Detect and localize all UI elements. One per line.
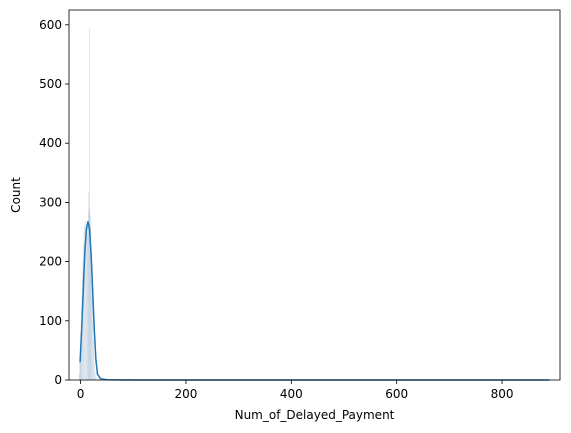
y-tick-label: 500	[39, 77, 62, 91]
y-tick-label: 100	[39, 314, 62, 328]
kde-line	[79, 221, 550, 381]
x-tick-label: 400	[280, 387, 303, 401]
y-axis-label: Count	[9, 177, 23, 213]
y-axis-ticks: 0 100 200 300 400 500 600	[39, 18, 69, 387]
x-tick-label: 0	[77, 387, 85, 401]
x-tick-label: 600	[385, 387, 408, 401]
plot-frame	[68, 9, 561, 381]
x-axis-ticks: 0 200 400 600 800	[77, 380, 514, 401]
y-tick-label: 0	[54, 373, 62, 387]
x-tick-label: 800	[491, 387, 514, 401]
x-tick-label: 200	[175, 387, 198, 401]
histogram-bar	[95, 376, 96, 381]
y-tick-label: 300	[39, 195, 62, 209]
y-tick-label: 200	[39, 255, 62, 269]
x-axis-label: Num_of_Delayed_Payment	[235, 408, 395, 422]
y-tick-label: 400	[39, 136, 62, 150]
kde-curve-group	[79, 221, 550, 381]
y-tick-label: 600	[39, 18, 62, 32]
